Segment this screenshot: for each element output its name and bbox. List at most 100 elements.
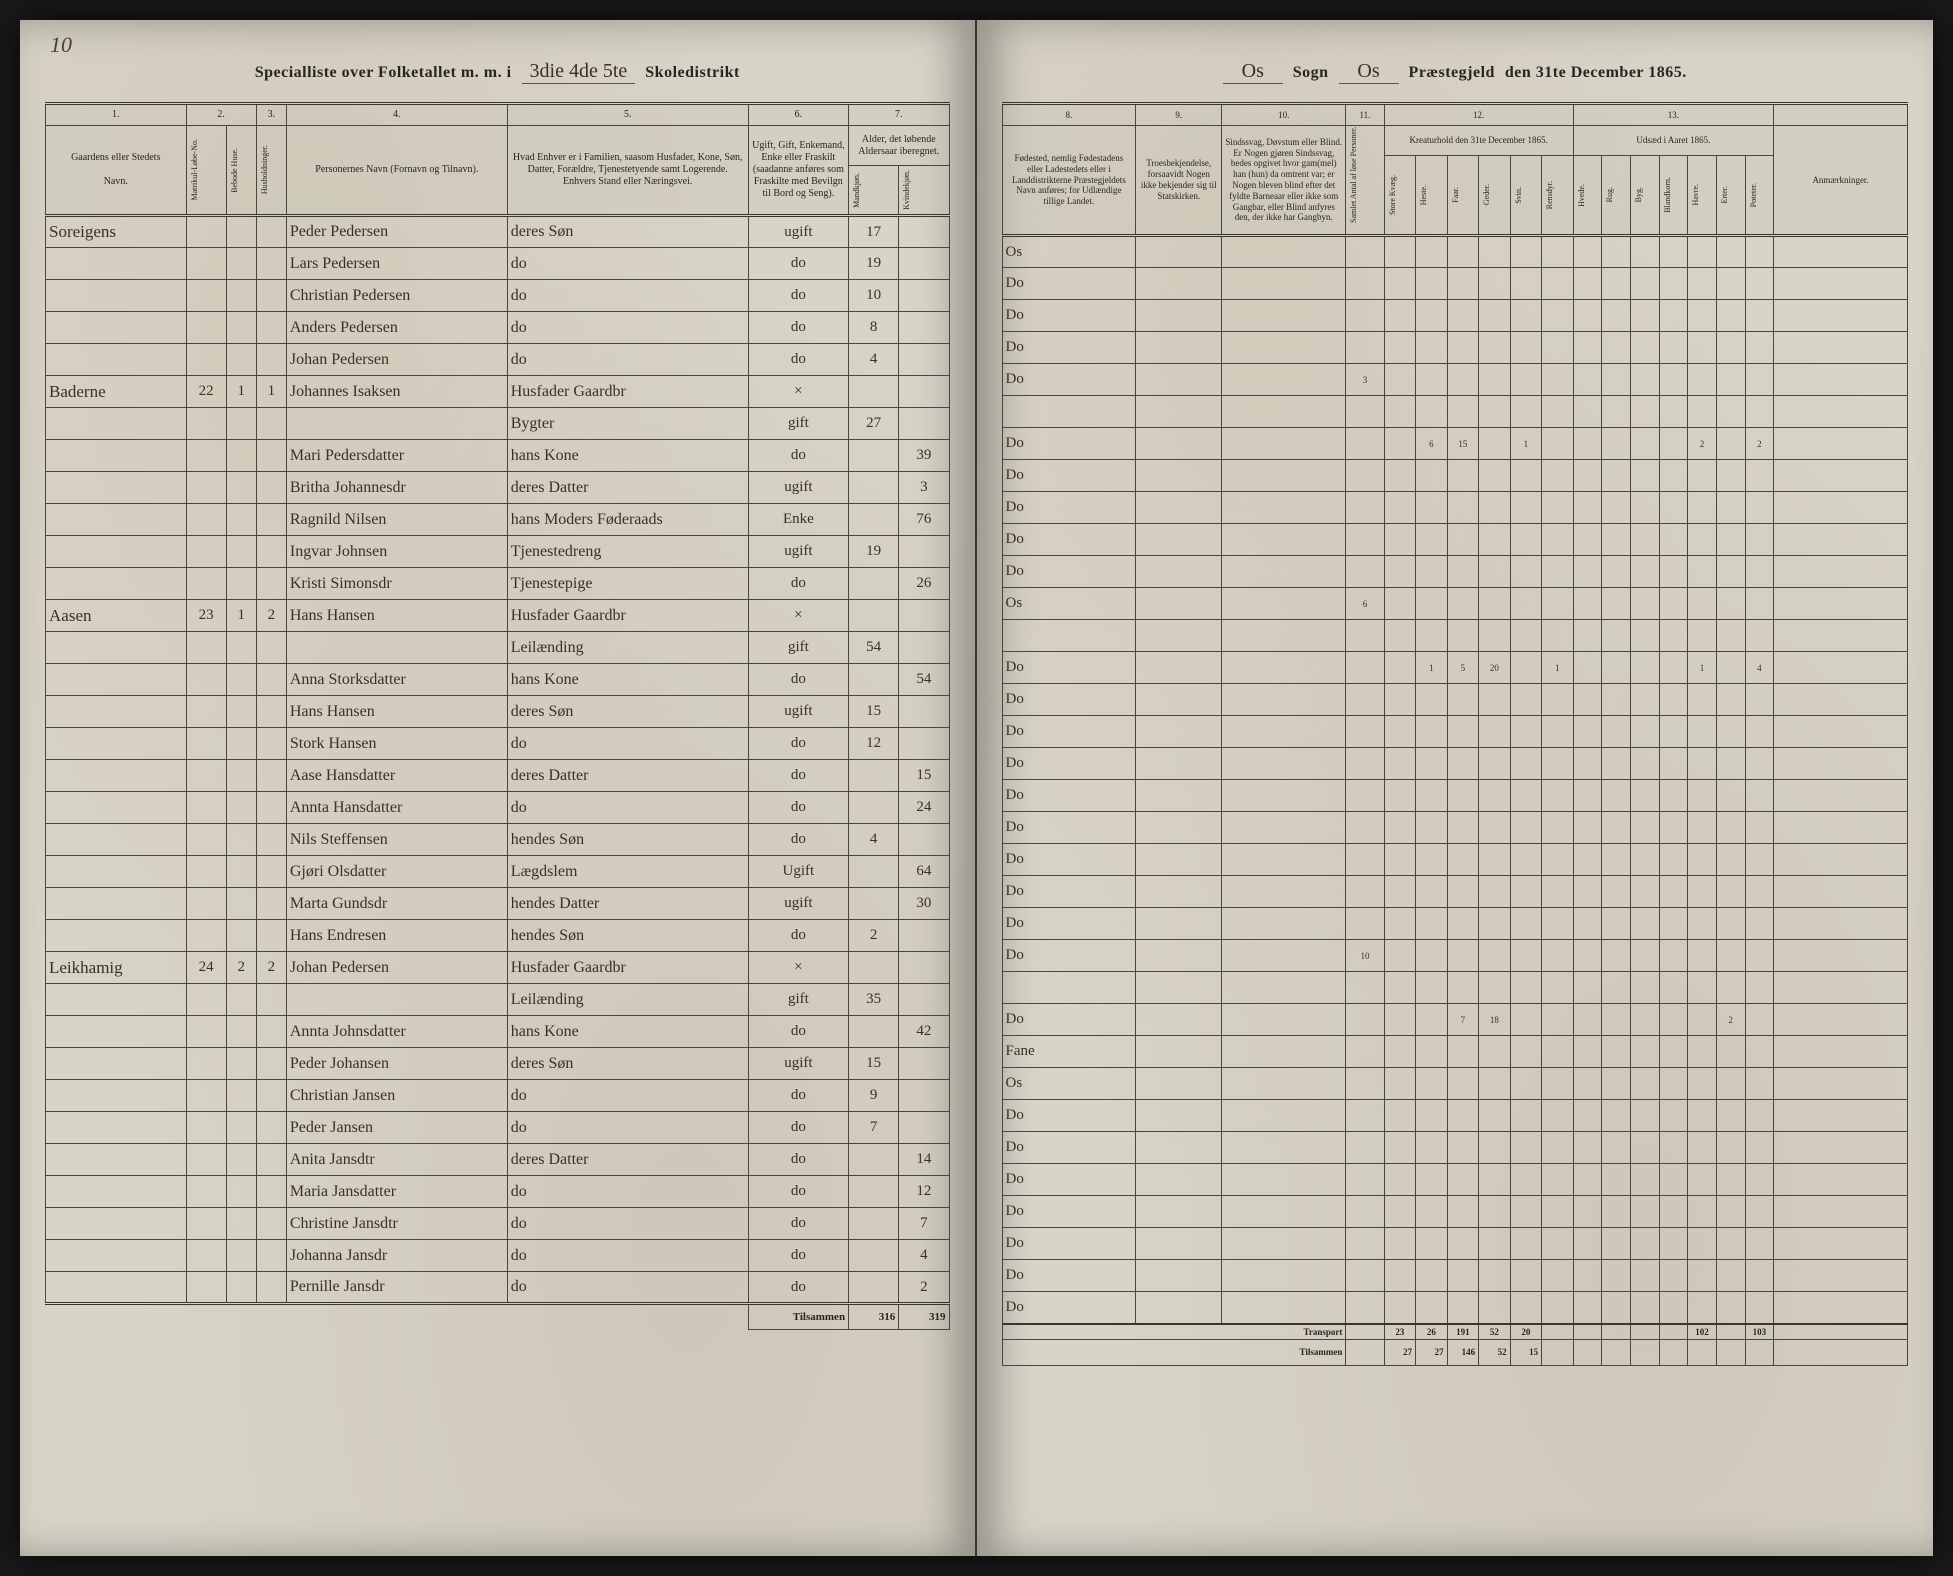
cell-stat bbox=[1745, 1260, 1774, 1292]
table-row: Maria Jansdatterdodo12 bbox=[46, 1176, 950, 1208]
cell-stat bbox=[1573, 620, 1602, 652]
date-label: den 31te December 1865. bbox=[1505, 64, 1687, 82]
cell-hus bbox=[226, 1112, 256, 1144]
cell-stat bbox=[1659, 1292, 1688, 1324]
cell-stat bbox=[1688, 364, 1717, 396]
cell-faith bbox=[1136, 1292, 1222, 1324]
cell-person-count bbox=[1346, 652, 1384, 684]
cell-stat bbox=[1447, 396, 1479, 428]
cell-name: Annta Johnsdatter bbox=[286, 1016, 507, 1048]
cell-stat bbox=[1573, 428, 1602, 460]
cell-stat bbox=[1542, 332, 1574, 364]
cell-name: Marta Gundsdr bbox=[286, 888, 507, 920]
cell-stat bbox=[1716, 364, 1745, 396]
cell-hus bbox=[226, 760, 256, 792]
cell-stat bbox=[1447, 588, 1479, 620]
col-label-marital: Ugift, Gift, Enkemand, Enke eller Fraski… bbox=[748, 126, 848, 216]
cell-age-m bbox=[849, 568, 899, 600]
cell-stat bbox=[1384, 620, 1416, 652]
footer-label: Tilsammen bbox=[748, 1304, 848, 1330]
cell-stat bbox=[1630, 748, 1659, 780]
cell-stat bbox=[1479, 364, 1511, 396]
cell-birthplace: Fane bbox=[1002, 1036, 1136, 1068]
cell-disability bbox=[1222, 1100, 1346, 1132]
rcol-9: 9. bbox=[1136, 104, 1222, 126]
cell-stat bbox=[1716, 1164, 1745, 1196]
cell-disability bbox=[1222, 1228, 1346, 1260]
cell-relation: do bbox=[507, 728, 748, 760]
rcol-12: 12. bbox=[1384, 104, 1573, 126]
cell-name: Peder Pedersen bbox=[286, 216, 507, 248]
cell-person-count bbox=[1346, 1164, 1384, 1196]
crop-subheader: Rug. bbox=[1602, 156, 1631, 236]
cell-place bbox=[46, 440, 187, 472]
cell-stat bbox=[1542, 908, 1574, 940]
cell-stat bbox=[1447, 876, 1479, 908]
cell-hus: 1 bbox=[226, 600, 256, 632]
cell-age-k bbox=[899, 408, 949, 440]
cell-stat bbox=[1542, 588, 1574, 620]
cell-stat bbox=[1542, 1068, 1574, 1100]
cell-disability bbox=[1222, 492, 1346, 524]
cell-place bbox=[46, 760, 187, 792]
cell-stat bbox=[1688, 268, 1717, 300]
cell-stat bbox=[1630, 972, 1659, 1004]
cell-stat bbox=[1447, 1100, 1479, 1132]
page-number: 10 bbox=[50, 32, 72, 58]
cell-stat bbox=[1416, 1196, 1448, 1228]
cell-age-m: 15 bbox=[849, 1048, 899, 1080]
cell-mnr bbox=[186, 440, 226, 472]
cell-disability bbox=[1222, 332, 1346, 364]
cell-disability bbox=[1222, 236, 1346, 268]
cell-person-count bbox=[1346, 620, 1384, 652]
cell-mnr bbox=[186, 344, 226, 376]
cell-stat bbox=[1688, 492, 1717, 524]
cell-mnr: 24 bbox=[186, 952, 226, 984]
table-row: Do bbox=[1002, 684, 1908, 716]
cell-age-k: 76 bbox=[899, 504, 949, 536]
cell-stat bbox=[1447, 684, 1479, 716]
cell-place bbox=[46, 1016, 187, 1048]
cell-stat bbox=[1479, 972, 1511, 1004]
table-row: Os bbox=[1002, 236, 1908, 268]
left-ledger-table: 1. 2. 3. 4. 5. 6. 7. Gaardens eller Sted… bbox=[45, 102, 950, 1330]
cell-relation: do bbox=[507, 1080, 748, 1112]
cell-stat: 5 bbox=[1447, 652, 1479, 684]
cell-hh bbox=[256, 536, 286, 568]
cell-stat bbox=[1688, 748, 1717, 780]
cell-stat bbox=[1479, 940, 1511, 972]
table-row: Britha Johannesdrderes Datterugift3 bbox=[46, 472, 950, 504]
table-row: Lars Pedersendodo19 bbox=[46, 248, 950, 280]
cell-stat bbox=[1602, 1132, 1631, 1164]
cell-person-count bbox=[1346, 1100, 1384, 1132]
cell-name: Hans Endresen bbox=[286, 920, 507, 952]
cell-stat bbox=[1630, 1004, 1659, 1036]
cell-mnr bbox=[186, 472, 226, 504]
cell-person-count bbox=[1346, 268, 1384, 300]
cell-place bbox=[46, 472, 187, 504]
cell-stat bbox=[1573, 1228, 1602, 1260]
cell-faith bbox=[1136, 1228, 1222, 1260]
cell-disability bbox=[1222, 1260, 1346, 1292]
cell-faith bbox=[1136, 1068, 1222, 1100]
cell-faith bbox=[1136, 492, 1222, 524]
table-row: Do bbox=[1002, 556, 1908, 588]
census-ledger-book: 10 Specialliste over Folketallet m. m. i… bbox=[20, 20, 1933, 1556]
cell-stat bbox=[1602, 1228, 1631, 1260]
cell-stat bbox=[1602, 620, 1631, 652]
cell-stat bbox=[1542, 1260, 1574, 1292]
cell-stat bbox=[1659, 940, 1688, 972]
cell-hus bbox=[226, 824, 256, 856]
cell-person-count bbox=[1346, 300, 1384, 332]
cell-age-m: 35 bbox=[849, 984, 899, 1016]
cell-stat bbox=[1630, 492, 1659, 524]
cell-stat bbox=[1573, 236, 1602, 268]
cell-stat bbox=[1573, 1036, 1602, 1068]
cell-person-count bbox=[1346, 236, 1384, 268]
cell-birthplace: Do bbox=[1002, 780, 1136, 812]
cell-stat bbox=[1510, 748, 1542, 780]
cell-stat bbox=[1745, 332, 1774, 364]
cell-hus bbox=[226, 1240, 256, 1272]
cell-stat: 20 bbox=[1479, 652, 1511, 684]
cell-remarks bbox=[1774, 396, 1908, 428]
